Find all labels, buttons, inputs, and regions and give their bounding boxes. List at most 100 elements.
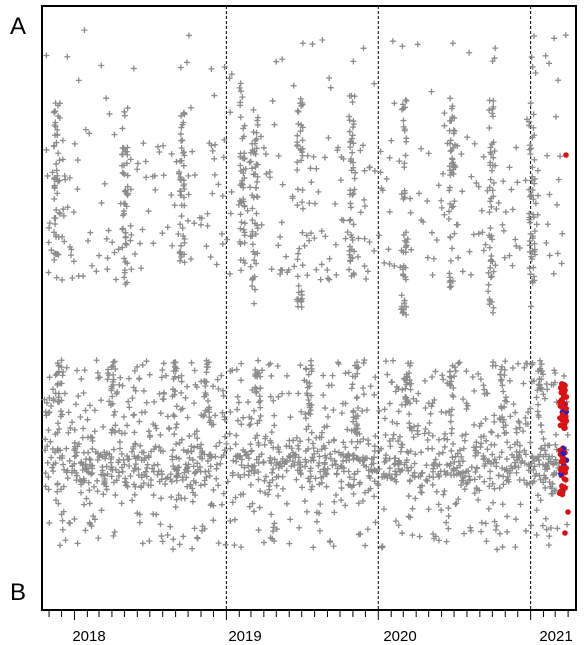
point-plus-1266 [349, 381, 356, 388]
point-plus-895 [472, 447, 479, 454]
point-plus-1374 [86, 500, 93, 507]
point-plus-1494 [145, 208, 152, 215]
point-plus-1004 [165, 425, 172, 432]
point-plus-1827 [299, 40, 306, 47]
point-plus-2505 [501, 366, 508, 373]
point-plus-806 [258, 451, 265, 458]
point-plus-2245 [487, 264, 494, 271]
point-plus-2104 [298, 298, 305, 305]
point-plus-2001 [241, 203, 248, 210]
point-plus-1236 [91, 407, 98, 414]
point-plus-1403 [512, 516, 519, 523]
point-plus-2441 [306, 383, 313, 390]
point-plus-54 [552, 441, 559, 448]
point-plus-1794 [350, 58, 357, 65]
point-plus-1673 [363, 275, 370, 282]
point-plus-1913 [119, 226, 126, 233]
point-plus-970 [552, 431, 559, 438]
point-plus-1283 [139, 540, 146, 547]
point-plus-1796 [552, 113, 559, 120]
point-plus-779 [473, 485, 480, 492]
point-plus-1937 [177, 221, 184, 228]
point-plus-1823 [360, 45, 367, 52]
point-plus-2460 [354, 412, 361, 419]
point-plus-176 [327, 451, 334, 458]
point-plus-626 [370, 460, 377, 467]
point-plus-840 [197, 482, 204, 489]
point-plus-1424 [180, 533, 187, 540]
point-plus-111 [194, 460, 201, 467]
point-plus-2471 [402, 377, 409, 384]
point-plus-266 [190, 463, 197, 470]
point-plus-2240 [447, 277, 454, 284]
point-plus-1461 [109, 239, 116, 246]
point-plus-1680 [306, 200, 313, 207]
point-plus-63 [210, 486, 217, 493]
point-plus-772 [192, 469, 199, 476]
point-plus-610 [455, 496, 462, 503]
point-plus-1537 [506, 164, 513, 171]
point-plus-1804 [441, 110, 448, 117]
point-plus-1154 [424, 436, 431, 443]
point-plus-1529 [332, 200, 339, 207]
point-plus-458 [318, 446, 325, 453]
point-plus-1277 [528, 378, 535, 385]
point-plus-747 [460, 477, 467, 484]
point-plus-1441 [111, 249, 118, 256]
point-plus-2261 [490, 179, 497, 186]
point-plus-2481 [450, 384, 457, 391]
point-plus-1116 [411, 423, 418, 430]
point-plus-931 [513, 425, 520, 432]
point-plus-276 [273, 482, 280, 489]
point-plus-216 [61, 466, 68, 473]
point-plus-1386 [158, 533, 165, 540]
point-plus-2496 [447, 418, 454, 425]
point-dot-2610 [560, 484, 567, 491]
point-plus-1763 [279, 181, 286, 188]
point-plus-1125 [438, 408, 445, 415]
point-plus-1623 [238, 267, 245, 274]
point-plus-1225 [210, 383, 217, 390]
point-dot-2572 [563, 394, 570, 400]
point-plus-1459 [228, 188, 235, 195]
point-plus-2235 [450, 166, 457, 173]
point-plus-2229 [447, 234, 454, 241]
point-plus-954 [146, 371, 153, 378]
point-plus-381 [523, 481, 530, 488]
point-plus-397 [262, 489, 269, 496]
point-plus-1464 [371, 247, 378, 254]
point-plus-1390 [303, 508, 310, 515]
point-plus-856 [206, 473, 213, 480]
point-plus-1504 [208, 142, 215, 149]
point-plus-674 [480, 456, 487, 463]
point-plus-1114 [136, 418, 143, 425]
point-plus-2363 [109, 427, 116, 434]
point-dot-2615 [565, 509, 571, 515]
point-plus-307 [516, 476, 523, 483]
point-plus-2246 [489, 113, 496, 120]
point-plus-1068 [270, 397, 277, 404]
point-plus-484 [154, 471, 161, 478]
point-plus-1601 [544, 152, 551, 159]
point-plus-753 [333, 470, 340, 477]
point-plus-1758 [557, 153, 564, 160]
point-plus-1666 [60, 206, 67, 213]
point-plus-1974 [179, 137, 186, 144]
point-plus-1014 [80, 390, 87, 397]
point-plus-695 [486, 475, 493, 482]
point-plus-1148 [259, 367, 266, 374]
point-plus-853 [406, 478, 413, 485]
point-plus-14 [260, 458, 267, 465]
point-plus-405 [531, 463, 538, 470]
point-plus-1756 [337, 177, 344, 184]
point-plus-630 [525, 461, 532, 468]
point-plus-2439 [307, 357, 314, 364]
point-plus-1409 [405, 513, 412, 520]
point-plus-1162 [160, 396, 167, 403]
point-plus-297 [460, 445, 467, 452]
point-plus-2423 [257, 385, 264, 392]
point-plus-1812 [75, 77, 82, 84]
point-plus-1856 [51, 214, 58, 221]
point-plus-1468 [98, 199, 105, 206]
point-plus-1118 [158, 374, 165, 381]
